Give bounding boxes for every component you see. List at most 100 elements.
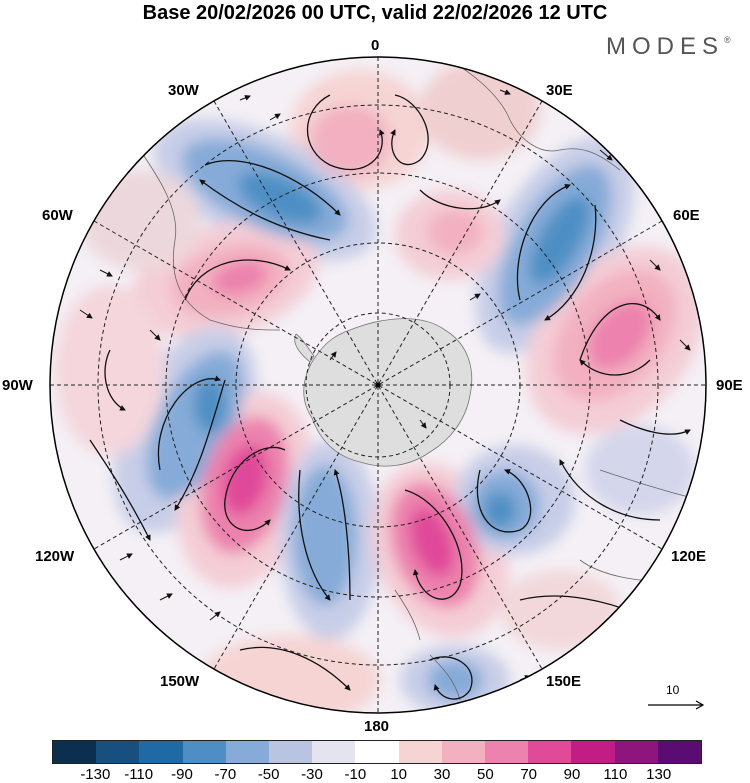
lon-label-0: 0 (371, 37, 380, 54)
colorbar-tick-label: -70 (214, 766, 237, 783)
anomaly-pos-0-mid (310, 105, 390, 175)
colorbar-tick-label: -10 (344, 766, 367, 783)
colorbar-tick-label: -90 (171, 766, 193, 783)
anomaly-pos-60w-core (212, 260, 268, 296)
new-zealand-outline (394, 589, 461, 701)
brand-name: MODES (606, 33, 725, 60)
reference-vector-arrow (648, 700, 705, 710)
streamline (174, 379, 226, 511)
streamline (204, 160, 341, 216)
colorbar-swatch (312, 741, 356, 763)
streamline (516, 183, 571, 301)
graticule (50, 57, 706, 713)
colorbar-tick-label: -30 (301, 766, 323, 783)
wind-vector (269, 113, 281, 121)
meridian-150 (213, 100, 543, 670)
streamline (239, 646, 351, 691)
colorbar-swatch (96, 741, 140, 763)
latitude-circle (97, 104, 659, 666)
streamlines (89, 94, 691, 700)
lon-label-120e: 120E (671, 548, 707, 565)
lon-label-150w: 150W (160, 673, 200, 690)
lon-label-120w: 120W (35, 548, 75, 565)
wind-vector (99, 269, 113, 277)
streamline (184, 259, 291, 301)
wind-vector (469, 293, 481, 301)
colorbar-tick-label: 50 (476, 766, 494, 783)
colorbar-swatch (53, 741, 97, 763)
streamline (333, 469, 351, 601)
colorbar-swatch (485, 741, 529, 763)
south-america-outline (139, 149, 281, 331)
colorbar-tick-label: -110 (124, 766, 154, 783)
lon-label-90w: 90W (2, 377, 33, 394)
lon-label-150e: 150E (546, 673, 582, 690)
streamline (307, 94, 385, 171)
antarctica-landmass (294, 318, 473, 467)
colorbar-tick-label: 90 (563, 766, 581, 783)
map-outline (49, 56, 707, 714)
lon-label-180: 180 (364, 718, 390, 735)
streamline (579, 303, 661, 361)
colorbar-tick-label: 130 (646, 766, 672, 783)
colorbar-swatch (528, 741, 572, 763)
wind-vector (159, 593, 173, 601)
wind-vector (239, 95, 251, 101)
wind-vector (79, 309, 93, 319)
streamline (157, 375, 221, 471)
south-pole-marker (375, 382, 381, 388)
colorbar-swatch (657, 741, 702, 763)
wind-vector (599, 643, 611, 651)
streamline (104, 349, 126, 411)
colorbar-swatch (571, 741, 615, 763)
colorbar-tick-label: 30 (433, 766, 451, 783)
colorbar (52, 740, 702, 764)
registered-mark: ® (724, 35, 731, 45)
lon-label-60e: 60E (673, 207, 700, 224)
anomaly-neg-160w-mid (293, 465, 357, 605)
anomaly-neg-45e-core (529, 195, 591, 285)
anomaly-neg-30w-core (238, 171, 322, 225)
wind-vector (419, 419, 427, 429)
wind-vector (499, 89, 511, 95)
streamline (224, 446, 286, 531)
wind-vector (209, 611, 221, 621)
colorbar-swatch (182, 741, 226, 763)
anomaly-neg-east-outer (585, 425, 695, 515)
colorbar-swatch (355, 741, 399, 763)
anomaly-neg-170e-mid (427, 660, 483, 700)
streamline (199, 179, 331, 241)
anomaly-pos-115w-core (221, 444, 269, 516)
streamline (579, 359, 651, 376)
colorbar-tick-label: 110 (603, 766, 628, 783)
meridian-120 (93, 220, 663, 550)
wind-vector (119, 553, 133, 561)
lon-label-30e: 30E (546, 82, 573, 99)
modes-logo: MODES® (606, 33, 731, 61)
lon-label-60w: 60W (42, 207, 73, 224)
reference-vector-label: 10 (666, 683, 680, 697)
colorbar-swatch (614, 741, 658, 763)
streamline (429, 656, 473, 700)
streamline (544, 204, 597, 321)
colorbar-tick-label: 10 (390, 766, 407, 783)
lon-label-90e: 90E (716, 377, 743, 394)
anomaly-pos-west-outer (55, 285, 165, 455)
streamline (404, 489, 463, 600)
anomaly-pos-se-outer (500, 570, 620, 650)
wind-vector (329, 351, 337, 361)
colorbar-swatch (269, 741, 313, 763)
streamline (619, 419, 691, 435)
wind-vectors (79, 89, 691, 681)
wind-vector (599, 149, 613, 161)
lon-label-30w: 30W (168, 82, 199, 99)
meridian-30 (213, 100, 543, 670)
colorbar-tick-label: -130 (80, 766, 111, 783)
map-title: Base 20/02/2026 00 UTC, valid 22/02/2026… (142, 2, 608, 24)
colorbar-swatch (225, 741, 270, 763)
colorbar-swatch (139, 741, 183, 763)
anomaly-pos-160e-core (409, 507, 455, 577)
wind-vector (149, 329, 161, 341)
meridian-60 (93, 220, 663, 550)
